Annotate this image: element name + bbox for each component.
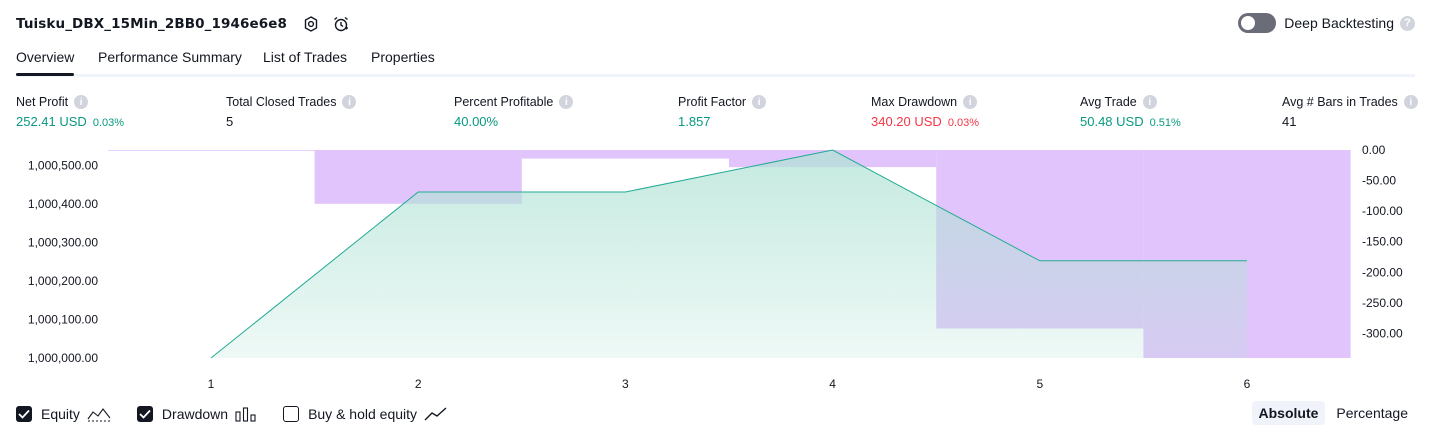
metric-label: Percent Profitable	[454, 95, 553, 109]
metric-label: Max Drawdown	[871, 95, 957, 109]
tab-list-of-trades[interactable]: List of Trades	[263, 49, 347, 71]
drawdown-bars-icon	[235, 406, 257, 422]
buy-hold-line-icon	[424, 406, 448, 422]
left-tick-label: 1,000,000.00	[28, 351, 98, 365]
alarm-clock-icon[interactable]	[331, 14, 351, 34]
mode-percentage[interactable]: Percentage	[1329, 401, 1415, 425]
drawdown-bar	[522, 150, 729, 159]
metric-value: 1.857	[678, 114, 711, 129]
metric-percent: 0.51%	[1150, 117, 1181, 129]
metric-label: Net Profit	[16, 95, 68, 109]
metric-value: 40.00%	[454, 114, 498, 129]
drawdown-checkbox[interactable]	[137, 406, 153, 422]
right-tick-label: -100.00	[1362, 204, 1403, 218]
toggle-knob	[1241, 16, 1255, 30]
info-icon[interactable]: i	[1143, 95, 1157, 109]
metric-total-closed-trades: Total Closed Trades i 5	[226, 94, 356, 129]
strategy-title: Tuisku_DBX_15Min_2BB0_1946e6e8	[16, 16, 287, 32]
x-tick-label: 3	[622, 377, 629, 391]
legend-label: Drawdown	[162, 406, 228, 422]
right-tick-label: -200.00	[1362, 265, 1403, 279]
legend-label: Buy & hold equity	[308, 406, 417, 422]
right-axis: 0.00 -50.00 -100.00 -150.00 -200.00 -250.00 -3…	[1362, 143, 1403, 340]
drawdown-bar	[108, 150, 315, 151]
legend-label: Equity	[41, 406, 80, 422]
info-icon[interactable]: i	[559, 95, 573, 109]
legend-equity[interactable]: Equity	[16, 406, 111, 422]
legend-buy-hold[interactable]: Buy & hold equity	[283, 406, 448, 422]
info-icon[interactable]: i	[342, 95, 356, 109]
tab-bar: Overview Performance Summary List of Tra…	[16, 46, 1415, 77]
right-tick-label: 0.00	[1362, 143, 1386, 157]
left-tick-label: 1,000,400.00	[28, 197, 98, 211]
x-tick-label: 2	[415, 377, 422, 391]
left-axis: 1,000,000.00 1,000,100.00 1,000,200.00 1,00…	[28, 158, 98, 365]
right-tick-label: -150.00	[1362, 235, 1403, 249]
left-tick-label: 1,000,200.00	[28, 274, 98, 288]
tab-overview[interactable]: Overview	[16, 49, 74, 71]
info-icon[interactable]: i	[752, 95, 766, 109]
info-icon[interactable]: i	[1404, 95, 1418, 109]
equity-drawdown-chart[interactable]: 1,000,000.00 1,000,100.00 1,000,200.00 1,00…	[0, 140, 1431, 400]
right-tick-label: -250.00	[1362, 296, 1403, 310]
strategy-header: Tuisku_DBX_15Min_2BB0_1946e6e8	[16, 12, 351, 36]
metric-avg-trade: Avg Trade i 50.48 USD 0.51%	[1080, 94, 1181, 129]
metric-value: 5	[226, 114, 233, 129]
legend-drawdown[interactable]: Drawdown	[137, 406, 257, 422]
buy-hold-checkbox[interactable]	[283, 406, 299, 422]
x-tick-label: 1	[208, 377, 215, 391]
metric-label: Total Closed Trades	[226, 95, 336, 109]
metric-percent-profitable: Percent Profitable i 40.00%	[454, 94, 573, 129]
equity-icon	[87, 406, 111, 422]
metric-net-profit: Net Profit i 252.41 USD 0.03%	[16, 94, 124, 129]
metric-label: Profit Factor	[678, 95, 746, 109]
right-tick-label: -300.00	[1362, 326, 1403, 340]
metric-value: 50.48 USD	[1080, 114, 1144, 129]
metric-label: Avg Trade	[1080, 95, 1137, 109]
mode-absolute[interactable]: Absolute	[1252, 401, 1326, 425]
chart-legend: Equity Drawdown Buy & hold equity	[16, 404, 474, 424]
info-icon[interactable]: i	[963, 95, 977, 109]
x-tick-label: 6	[1244, 377, 1251, 391]
metric-value: 41	[1282, 114, 1296, 129]
x-tick-label: 4	[829, 377, 836, 391]
metric-percent: 0.03%	[948, 117, 979, 129]
right-tick-label: -50.00	[1362, 174, 1396, 188]
metric-label: Avg # Bars in Trades	[1282, 95, 1398, 109]
x-tick-label: 5	[1036, 377, 1043, 391]
x-axis: 1 2 3 4 5 6	[208, 377, 1251, 391]
deep-backtesting: Deep Backtesting ?	[1238, 13, 1415, 33]
help-icon[interactable]: ?	[1400, 16, 1415, 31]
equity-checkbox[interactable]	[16, 406, 32, 422]
left-tick-label: 1,000,500.00	[28, 158, 98, 172]
deep-backtesting-label: Deep Backtesting	[1284, 15, 1394, 31]
deep-backtesting-toggle[interactable]	[1238, 13, 1276, 33]
tab-performance-summary[interactable]: Performance Summary	[98, 49, 242, 71]
tab-properties[interactable]: Properties	[371, 49, 435, 71]
metric-profit-factor: Profit Factor i 1.857	[678, 94, 766, 129]
metric-percent: 0.03%	[93, 117, 124, 129]
left-tick-label: 1,000,100.00	[28, 312, 98, 326]
settings-icon[interactable]	[301, 14, 321, 34]
left-tick-label: 1,000,300.00	[28, 235, 98, 249]
metric-value: 340.20 USD	[871, 114, 942, 129]
info-icon[interactable]: i	[74, 95, 88, 109]
metric-max-drawdown: Max Drawdown i 340.20 USD 0.03%	[871, 94, 979, 129]
scale-mode-switch: Absolute Percentage	[1248, 401, 1416, 425]
metric-value: 252.41 USD	[16, 114, 87, 129]
metric-avg-bars-in-trades: Avg # Bars in Trades i 41	[1282, 94, 1418, 129]
